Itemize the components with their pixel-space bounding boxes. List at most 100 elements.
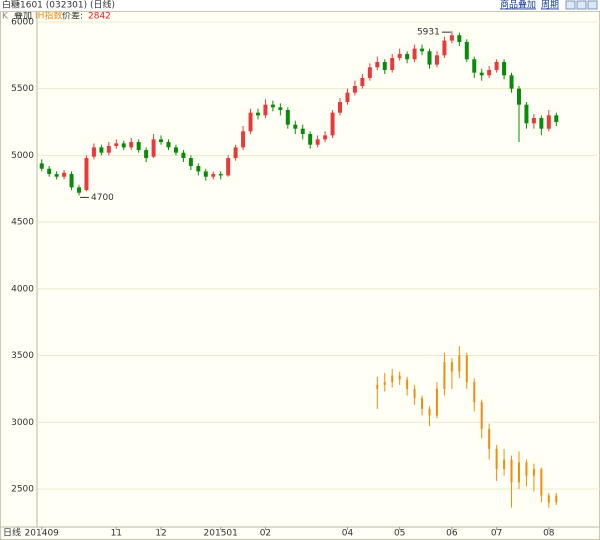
x-tick-label: 11 [111, 529, 122, 539]
candle-body [203, 171, 208, 177]
candle-body [106, 146, 111, 153]
candle-body [531, 118, 536, 124]
candle-body [547, 495, 550, 503]
candle-body [226, 158, 231, 176]
candle-body [367, 67, 372, 78]
candle-body [420, 48, 425, 52]
candle-body [218, 174, 223, 176]
candle-body [151, 139, 156, 157]
x-tick-label: 201409 [25, 529, 60, 539]
candle-body [188, 158, 193, 167]
candle-body [479, 72, 484, 76]
candle-body [323, 135, 328, 140]
candle-body [39, 163, 44, 169]
candle-body [390, 57, 395, 70]
candle-body [443, 362, 446, 389]
low-label: 4700 [91, 193, 114, 203]
candle-body [473, 382, 476, 403]
candle-body [480, 402, 483, 429]
candle-body [181, 152, 186, 159]
candle-body [136, 142, 141, 151]
overlay-button[interactable]: 叠加 [14, 11, 32, 22]
candle-body [406, 379, 409, 389]
candle-body [300, 128, 305, 135]
high-label: 5931 [417, 28, 440, 38]
candle-body [428, 408, 431, 416]
title-bar [0, 0, 600, 11]
candle-body [540, 468, 543, 496]
header-title: 白糖1601 (032301) (日线) [2, 0, 115, 11]
candle-body [554, 115, 559, 123]
period-label: 日线 [3, 527, 21, 539]
candle-body [413, 388, 416, 399]
candle-body [412, 48, 417, 60]
candle-body [391, 375, 394, 383]
candle-body [539, 118, 544, 129]
candle-body [159, 139, 164, 143]
candle-body [315, 139, 320, 145]
candle-body [487, 69, 492, 76]
candle-body [509, 75, 514, 89]
candle-body [421, 398, 424, 409]
y-tick-label: 4000 [11, 284, 34, 294]
candle-body [525, 462, 528, 476]
candle-body [69, 174, 74, 188]
candle-body [338, 102, 343, 113]
k-button[interactable]: K [2, 12, 9, 22]
link[interactable]: 商品叠加 [500, 0, 536, 11]
candle-body [293, 124, 298, 129]
candle-body [524, 104, 529, 124]
candle-body [397, 53, 402, 58]
x-tick-label: 07 [491, 529, 502, 539]
x-tick-label: 04 [342, 529, 354, 539]
candle-body [54, 174, 59, 177]
candle-body [91, 147, 96, 157]
candle-body [465, 355, 468, 383]
candle-body [270, 104, 275, 108]
y-tick-label: 3000 [11, 418, 34, 428]
candle-body [516, 88, 521, 105]
candle-body [285, 110, 290, 125]
candle-body [144, 150, 149, 159]
candle-body [382, 61, 387, 70]
link[interactable]: 周期 [541, 0, 559, 11]
candle-body [84, 158, 89, 191]
candle-body [464, 41, 469, 60]
candle-body [555, 495, 558, 503]
candle-body [99, 147, 104, 153]
x-tick-label: 201501 [204, 529, 238, 539]
candle-body [360, 77, 365, 86]
y-tick-label: 2500 [11, 484, 34, 494]
candle-body [77, 187, 82, 193]
x-tick-label: 08 [543, 529, 555, 539]
candle-body [494, 61, 499, 70]
window-icons[interactable] [565, 0, 598, 10]
candle-body [263, 104, 268, 116]
candle-body [211, 174, 216, 177]
candle-body [278, 107, 283, 111]
candle-body [458, 355, 461, 372]
x-tick-label: 12 [155, 529, 166, 539]
candle-body [166, 142, 171, 148]
y-tick-label: 5000 [11, 151, 34, 161]
candle-body [472, 59, 477, 73]
candle-body [398, 375, 401, 380]
candle-body [129, 142, 134, 148]
candle-body [173, 147, 178, 153]
candle-body [345, 92, 350, 103]
candle-body [375, 61, 380, 68]
overlay-index: IH指数 [35, 10, 62, 22]
candle-body [427, 51, 432, 65]
y-tick-label: 5500 [11, 84, 34, 94]
candle-body [62, 172, 67, 177]
candle-body [449, 35, 454, 41]
x-tick-label: 05 [394, 529, 405, 539]
candle-body [352, 85, 357, 93]
candle-body [435, 388, 438, 416]
candle-body [546, 115, 551, 129]
candle-body [47, 168, 52, 175]
candle-body [121, 143, 126, 148]
candle-body [248, 112, 253, 132]
